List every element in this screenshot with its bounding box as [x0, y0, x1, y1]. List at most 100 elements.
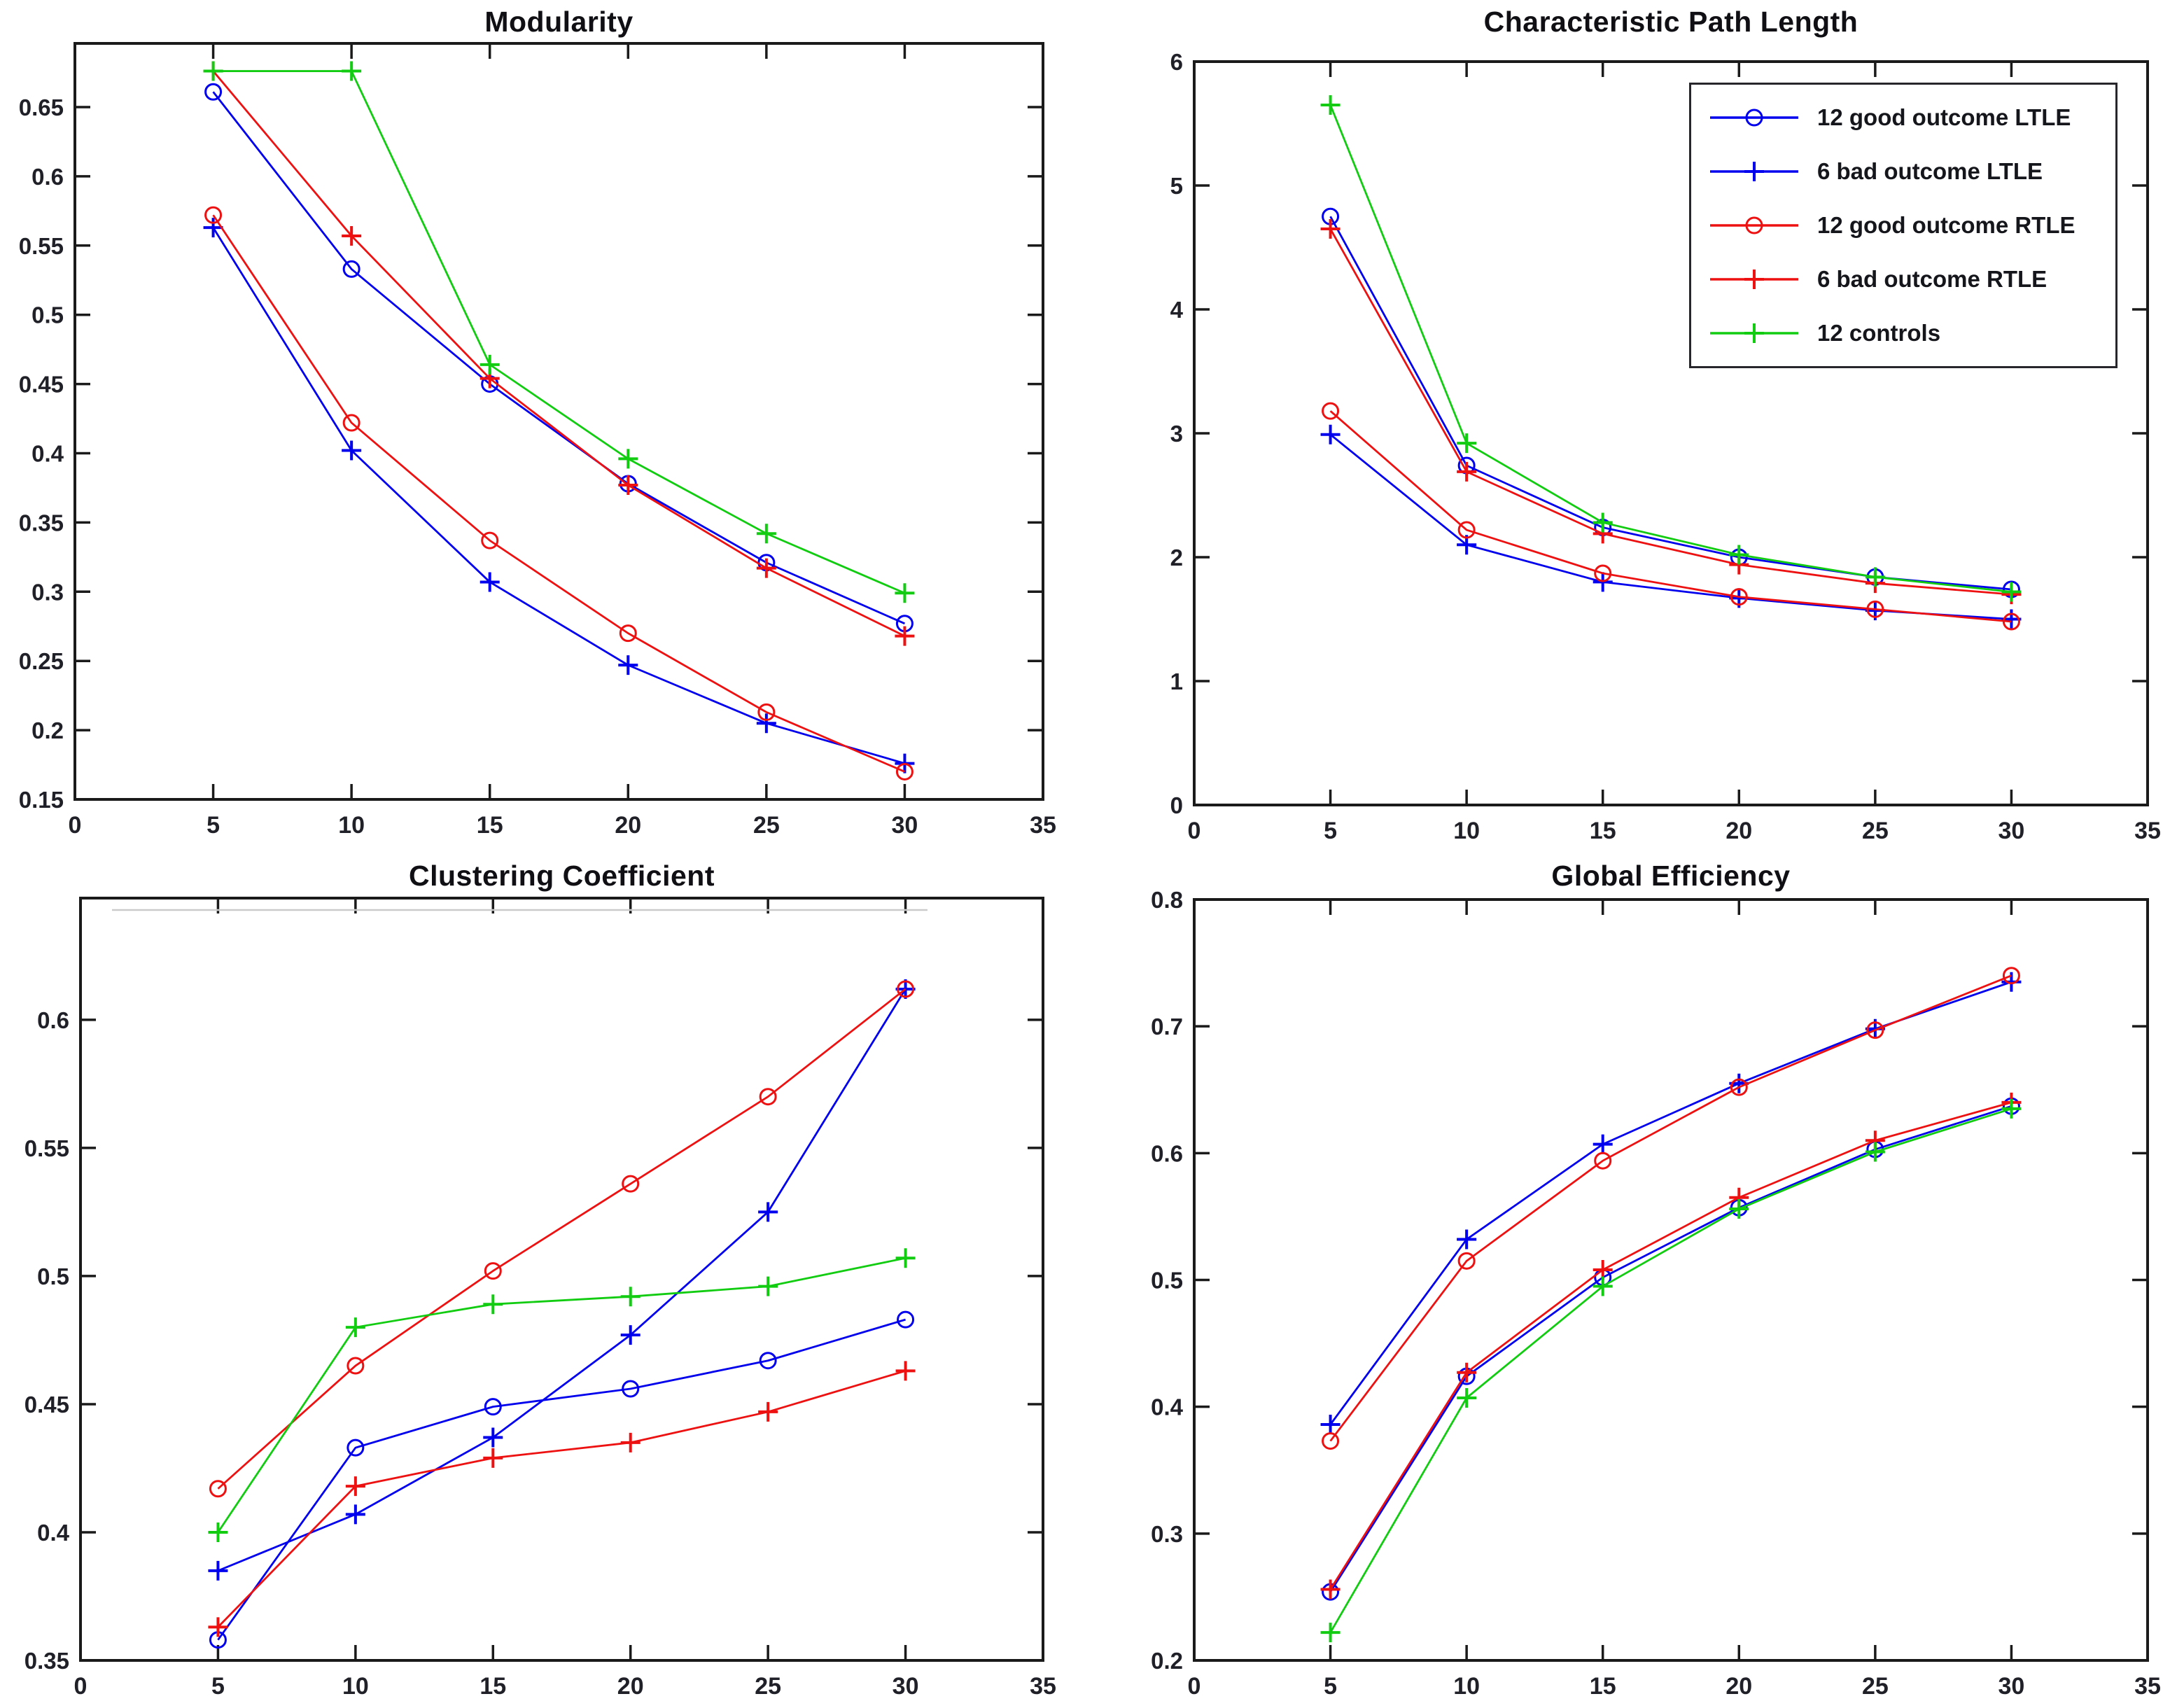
series-marker-plus-6-bad-outcome-rtle [483, 1448, 503, 1468]
legend-sample-line [1710, 323, 1798, 344]
y-tick-label: 3 [1170, 421, 1183, 447]
legend-box: 12 good outcome LTLE 6 bad outcome LTLE 12… [1689, 83, 2118, 368]
x-tick-label: 10 [1453, 818, 1480, 844]
series-marker-plus-6-bad-outcome-rtle [895, 1361, 916, 1381]
series-marker-plus-12-controls [208, 1522, 228, 1542]
x-tick-label: 0 [74, 1673, 88, 1700]
series-line-6-bad-outcome-rtle [212, 70, 906, 637]
y-tick-label: 0.3 [31, 579, 64, 605]
y-tick-label: 0.4 [1151, 1394, 1184, 1420]
series-line-12-good-outcome-rtle [1329, 410, 2012, 623]
y-tick-label: 0.55 [24, 1135, 69, 1161]
series-marker-circle-12-good-outcome-rtle [619, 624, 637, 643]
series-marker-plus-12-controls [1592, 1276, 1613, 1296]
series-marker-circle-12-good-outcome-rtle [209, 1480, 227, 1498]
x-tick-label: 25 [1862, 818, 1889, 844]
series-marker-circle-12-good-outcome-rtle [757, 703, 776, 721]
y-tick-label: 0.3 [1151, 1521, 1183, 1547]
series-marker-circle-12-good-outcome-ltle [342, 260, 360, 278]
y-tick-label: 0.25 [19, 648, 64, 674]
series-marker-plus-6-bad-outcome-ltle [620, 1325, 640, 1345]
legend-marker-plus [1744, 323, 1764, 344]
series-marker-plus-6-bad-outcome-rtle [208, 1617, 228, 1637]
series-marker-plus-6-bad-outcome-ltle [1320, 424, 1340, 444]
series-marker-plus-6-bad-outcome-rtle [1457, 461, 1477, 482]
y-tick-label: 2 [1170, 545, 1183, 570]
y-tick-label: 0.45 [24, 1392, 69, 1418]
series-marker-circle-12-good-outcome-rtle [1730, 1078, 1748, 1096]
x-tick-label: 20 [617, 1673, 644, 1700]
series-marker-plus-6-bad-outcome-rtle [342, 225, 362, 246]
y-tick-label: 0.6 [31, 164, 64, 190]
series-marker-plus-6-bad-outcome-ltle [2001, 972, 2022, 992]
legend-marker-plus [1744, 161, 1764, 181]
x-tick-label: 35 [2134, 1673, 2161, 1700]
series-marker-plus-6-bad-outcome-ltle [1320, 1415, 1340, 1435]
legend-entry-6-bad-outcome-rtle: 6 bad outcome RTLE [1708, 264, 2110, 295]
series-marker-circle-12-good-outcome-ltle [484, 1398, 502, 1416]
series-marker-plus-12-controls [483, 1294, 503, 1315]
series-marker-circle-12-good-outcome-rtle [1322, 1432, 1340, 1450]
series-marker-plus-6-bad-outcome-rtle [1320, 218, 1340, 239]
chart-title-modularity: Modularity [484, 6, 634, 38]
series-marker-plus-6-bad-outcome-ltle [342, 440, 362, 461]
series-marker-circle-12-good-outcome-rtle [622, 1175, 640, 1193]
legend-label: 12 controls [1817, 320, 1941, 346]
series-marker-plus-6-bad-outcome-ltle [756, 713, 776, 734]
series-marker-circle-12-good-outcome-rtle [346, 1357, 365, 1375]
series-marker-plus-6-bad-outcome-ltle [208, 1560, 228, 1581]
series-marker-plus-6-bad-outcome-ltle [479, 572, 500, 592]
series-marker-circle-12-good-outcome-rtle [759, 1088, 777, 1106]
x-tick-label: 20 [1726, 1673, 1752, 1700]
series-marker-plus-6-bad-outcome-rtle [1457, 1362, 1477, 1382]
series-marker-plus-6-bad-outcome-ltle [1592, 1134, 1613, 1154]
chart-characteristic-path-length: Characteristic Path Length 0 5 10 15 20 25 30 3… [1082, 0, 2163, 854]
plot-canvas-global-efficiency: 0 5 10 15 20 25 30 35 0.2 0.3 0.4 0.5 0.6 0.7 0.8 [1151, 887, 2161, 1700]
series-marker-plus-12-controls [1729, 1199, 1749, 1219]
x-tick-label: 5 [1324, 818, 1337, 844]
legend-entry-6-bad-outcome-ltle: 6 bad outcome LTLE [1708, 156, 2110, 187]
axis-box [79, 897, 1044, 1662]
y-tick-label: 1 [1170, 668, 1183, 694]
series-marker-plus-12-controls [1457, 433, 1477, 454]
legend-marker-circle [1745, 108, 1763, 127]
series-line-12-controls [213, 70, 905, 594]
series-marker-plus-12-controls [758, 1276, 778, 1296]
y-tick-label: 0.5 [37, 1264, 69, 1289]
x-tick-label: 30 [1998, 818, 2025, 844]
x-tick-label: 10 [1453, 1673, 1480, 1700]
series-line-12-controls [1329, 104, 2012, 593]
chart-title-global-efficiency: Global Efficiency [1551, 860, 1791, 892]
legend-marker-plus [1744, 270, 1764, 290]
x-tick-label: 15 [479, 1673, 506, 1700]
y-tick-label: 0 [1170, 792, 1183, 818]
legend-label: 6 bad outcome LTLE [1817, 158, 2043, 184]
series-marker-circle-12-good-outcome-rtle [1866, 600, 1884, 618]
y-tick-label: 0.8 [1151, 887, 1183, 913]
chart-title-clustering-coefficient: Clustering Coefficient [409, 860, 715, 892]
chart-clustering-coefficient: Clustering Coefficient 0 5 10 15 20 25 30 35 0.3… [0, 854, 1082, 1708]
axis-box [74, 42, 1044, 801]
series-marker-plus-6-bad-outcome-rtle [620, 1432, 640, 1452]
x-tick-label: 0 [1188, 818, 1201, 844]
y-tick-label: 0.15 [19, 787, 64, 813]
series-marker-plus-12-controls [479, 354, 500, 374]
series-line-6-bad-outcome-rtle [1329, 228, 2012, 596]
series-marker-plus-12-controls [1457, 1387, 1477, 1408]
x-tick-label: 30 [892, 812, 918, 839]
legend-sample-line [1710, 270, 1798, 290]
legend-label: 12 good outcome LTLE [1817, 104, 2071, 130]
series-marker-plus-6-bad-outcome-ltle [1457, 1229, 1477, 1250]
y-tick-label: 4 [1170, 297, 1184, 323]
x-tick-label: 35 [1030, 812, 1056, 839]
plot-canvas-clustering-coefficient: 0 5 10 15 20 25 30 35 0.35 0.4 0.45 0.5 0.55 0.6 [24, 897, 1056, 1700]
y-tick-label: 0.5 [31, 302, 64, 328]
series-marker-circle-12-good-outcome-ltle [759, 1352, 777, 1370]
y-tick-label: 0.55 [19, 233, 64, 259]
y-tick-label: 0.35 [24, 1648, 69, 1674]
series-marker-plus-12-controls [620, 1287, 640, 1307]
y-tick-label: 0.2 [31, 718, 64, 743]
x-tick-label: 20 [1726, 818, 1752, 844]
legend-marker-circle [1745, 216, 1763, 234]
series-marker-plus-12-controls [1729, 545, 1749, 565]
